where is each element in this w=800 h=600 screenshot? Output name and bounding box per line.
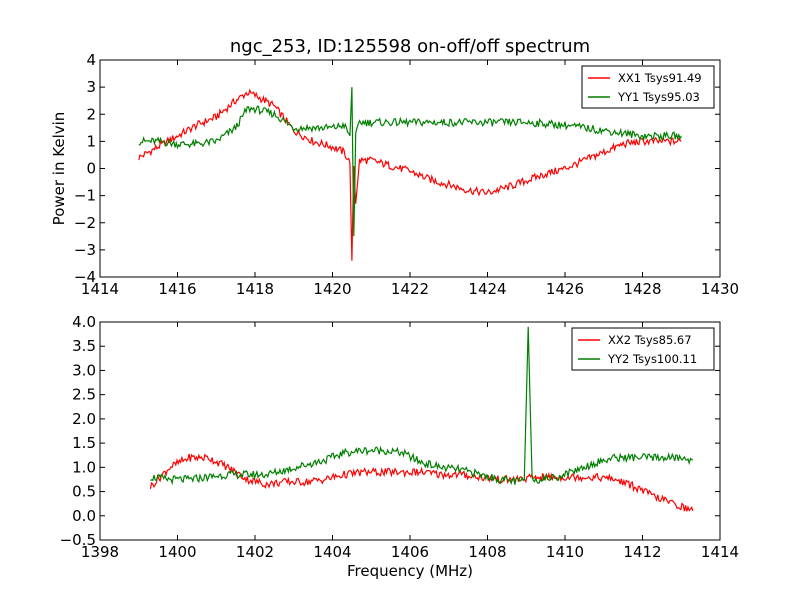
y-tick-label: 3	[86, 78, 96, 96]
legend-label: YY1 Tsys95.03	[617, 90, 700, 104]
x-tick-label: 1416	[158, 280, 196, 298]
y-tick-label: 0.0	[72, 507, 96, 525]
y-tick-label: −2	[74, 214, 96, 232]
x-tick-label: 1414	[81, 280, 119, 298]
series-line-xx2	[149, 453, 694, 512]
legend-box	[571, 327, 715, 371]
y-tick-label: −1	[74, 187, 96, 205]
y-tick-label: 2.5	[72, 386, 96, 404]
x-tick-label: 1414	[701, 543, 739, 561]
legend: XX1 Tsys91.49 YY1 Tsys95.03	[581, 65, 715, 109]
y-tick-label: 0.5	[72, 483, 96, 501]
x-tick-label: 1398	[81, 543, 119, 561]
y-tick-label: 1.0	[72, 458, 96, 476]
chart-panel-2: 1398 1400 1402 1404 1406 1408 1410 1412 1414 4.0 3…	[60, 313, 740, 580]
y-tick-label: −0.5	[60, 531, 96, 549]
y-tick-label: 3.0	[72, 361, 96, 379]
y-tick-label: −4	[74, 268, 96, 286]
x-tick-label: 1402	[236, 543, 274, 561]
series-line-xx1	[138, 88, 682, 261]
x-tick-label: 1420	[313, 280, 351, 298]
x-tick-label: 1418	[236, 280, 274, 298]
y-tick-label: 4.0	[72, 313, 96, 331]
legend-label: XX2 Tsys85.67	[608, 333, 692, 347]
x-tick-label: 1400	[158, 543, 196, 561]
x-tick-label: 1430	[701, 280, 739, 298]
chart-title: ngc_253, ID:125598 on-off/off spectrum	[230, 36, 590, 57]
legend: XX2 Tsys85.67 YY2 Tsys100.11	[571, 327, 715, 371]
x-tick-label: 1412	[623, 543, 661, 561]
series-line-yy1	[138, 87, 682, 237]
x-tick-label: 1428	[623, 280, 661, 298]
series-line-yy2	[150, 326, 694, 486]
x-tick-label: 1422	[391, 280, 429, 298]
y-tick-label: −3	[74, 241, 96, 259]
x-tick-label: 1408	[468, 543, 506, 561]
legend-label: XX1 Tsys91.49	[618, 71, 702, 85]
y-tick-label: 0	[86, 160, 96, 178]
legend-label: YY2 Tsys100.11	[607, 352, 697, 366]
y-tick-label: 1	[86, 132, 96, 150]
y-tick-label: 1.5	[72, 434, 96, 452]
y-tick-label: 3.5	[72, 337, 96, 355]
y-tick-label: 2	[86, 105, 96, 123]
x-tick-label: 1424	[468, 280, 506, 298]
x-tick-label: 1426	[546, 280, 584, 298]
x-tick-label: 1410	[546, 543, 584, 561]
legend-box	[581, 65, 715, 109]
chart-panel-1: 1414 1416 1418 1420 1422 1424 1426 1428 1430 4 3 2 1…	[50, 36, 739, 298]
y-tick-label: 4	[86, 51, 96, 69]
x-tick-label: 1406	[391, 543, 429, 561]
x-axis-label: Frequency (MHz)	[347, 562, 473, 580]
x-tick-label: 1404	[313, 543, 351, 561]
y-tick-label: 2.0	[72, 410, 96, 428]
y-axis-label: Power in Kelvin	[50, 112, 68, 226]
